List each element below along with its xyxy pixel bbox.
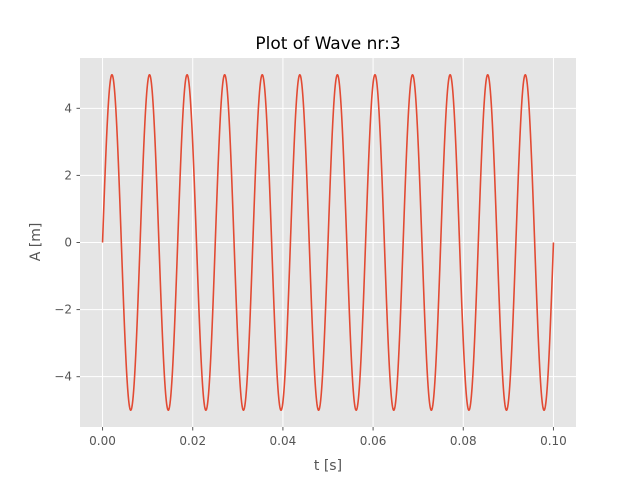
x-axis-label: t [s] bbox=[314, 458, 342, 474]
grid-lines bbox=[80, 58, 576, 427]
series-group bbox=[101, 73, 555, 412]
wave-series-line bbox=[101, 73, 555, 412]
y-tick-label: −4 bbox=[54, 370, 72, 384]
axis-ticks: 0.00 0.02 0.04 0.06 0.08 0.10 −4 −2 0 2 4 bbox=[54, 101, 567, 448]
y-tick-label: −2 bbox=[54, 303, 72, 317]
x-tick-label: 0.00 bbox=[89, 434, 116, 448]
x-tick-label: 0.08 bbox=[450, 434, 477, 448]
y-axis-label: A [m] bbox=[28, 223, 44, 262]
x-tick-label: 0.04 bbox=[270, 434, 297, 448]
x-tick-label: 0.06 bbox=[360, 434, 387, 448]
x-tick-label: 0.10 bbox=[540, 434, 567, 448]
y-tick-label: 2 bbox=[64, 168, 72, 182]
x-tick-label: 0.02 bbox=[179, 434, 206, 448]
y-tick-label: 4 bbox=[64, 101, 72, 115]
y-tick-label: 0 bbox=[64, 236, 72, 250]
chart-title: Plot of Wave nr:3 bbox=[255, 34, 400, 54]
